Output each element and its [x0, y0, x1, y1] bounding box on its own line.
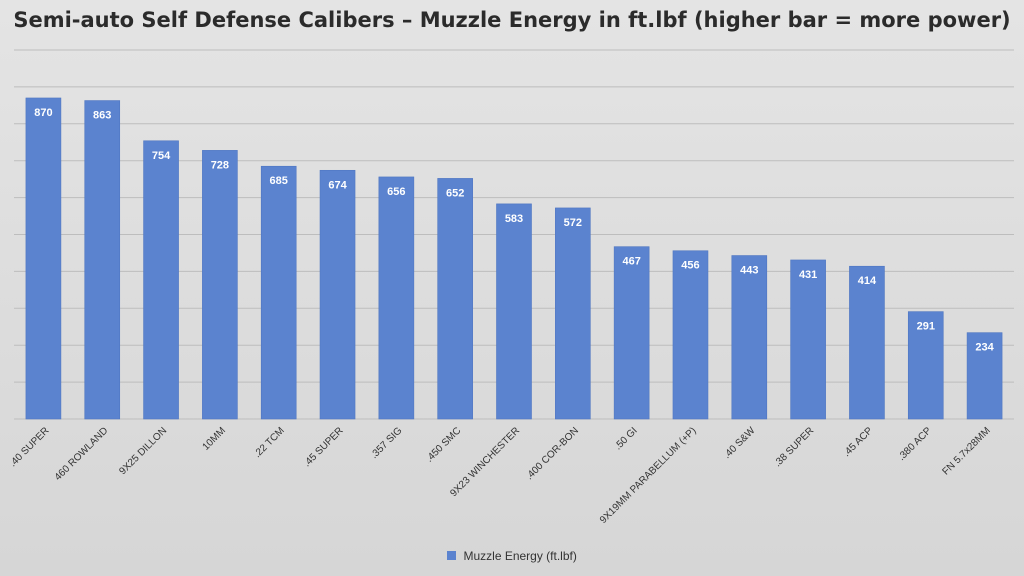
bar [849, 265, 885, 420]
bar-value-label: 870 [34, 107, 52, 119]
category-tick-label: .450 SMC [424, 425, 463, 464]
bar [496, 203, 532, 420]
bar-value-label: 583 [505, 213, 523, 225]
category-tick-label: .38 SUPER [772, 425, 816, 469]
category-tick-label: .22 TCM [252, 425, 287, 460]
bar-value-label: 863 [93, 110, 111, 122]
bar [555, 207, 591, 420]
category-tick-labels: .40 SUPER 460 ROWLAND 9X25 DILLON 10MM .22 T… [8, 425, 993, 526]
bar [907, 311, 944, 420]
bar [731, 255, 768, 420]
legend-label: Muzzle Energy (ft.lbf) [463, 548, 577, 563]
bar [260, 165, 297, 420]
category-tick-label: 10MM [201, 425, 228, 452]
bar [790, 259, 826, 420]
bar-value-label: 431 [799, 269, 817, 281]
category-tick-label: 460 ROWLAND [53, 425, 111, 483]
bar [613, 246, 650, 420]
bar-value-label: 656 [387, 186, 405, 198]
category-tick-label: .380 ACP [896, 425, 934, 463]
bar-value-label: 685 [270, 175, 288, 187]
category-tick-label: .45 ACP [841, 425, 875, 459]
bar-value-label: 234 [975, 342, 994, 354]
category-tick-label: .40 SUPER [8, 425, 52, 469]
bar [202, 150, 238, 420]
value-labels: 870 863 754 728 685 674 656 652 583 572 467 456 443 4… [34, 107, 994, 354]
bar [319, 169, 356, 420]
bar [84, 100, 121, 420]
bar [672, 250, 709, 420]
category-tick-label: .40 S&W [722, 425, 758, 461]
bar-value-label: 443 [740, 265, 758, 277]
bar-value-label: 674 [328, 179, 347, 191]
bar-value-label: 467 [622, 256, 640, 268]
bar-value-label: 414 [858, 275, 877, 287]
chart-title: Semi-auto Self Defense Calibers – Muzzle… [13, 8, 1011, 32]
bar [25, 97, 62, 420]
legend: Muzzle Energy (ft.lbf) [0, 548, 1024, 563]
bar-value-label: 572 [564, 217, 582, 229]
category-tick-label: .50 GI [613, 425, 640, 452]
bar [966, 332, 1003, 420]
bar-value-label: 291 [917, 321, 935, 333]
category-tick-label: 9X25 DILLON [117, 425, 169, 477]
bar-value-label: 728 [211, 159, 229, 171]
legend-swatch [447, 551, 457, 561]
bars [25, 97, 1003, 420]
bar-value-label: 652 [446, 187, 464, 199]
category-tick-label: .45 SUPER [302, 425, 346, 469]
category-tick-label: FN 5.7x28MM [941, 425, 993, 477]
bar [437, 178, 473, 420]
category-tick-label: .400 COR-BON [524, 425, 581, 482]
bar [378, 176, 415, 420]
bar [143, 140, 179, 420]
bar-value-label: 754 [152, 150, 171, 162]
bar-value-label: 456 [681, 260, 699, 272]
category-tick-label: .357 SIG [369, 425, 405, 461]
category-tick-label: 9X19MM PARABELLUM (+P) [598, 425, 699, 526]
